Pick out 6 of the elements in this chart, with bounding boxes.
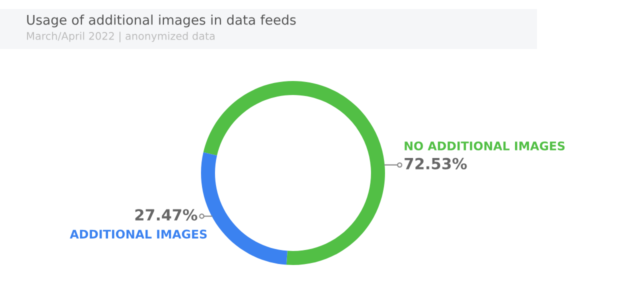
chart-subtitle: March/April 2022 | anonymized data xyxy=(27,32,214,42)
slice-label: ADDITIONAL IMAGES xyxy=(70,230,207,239)
slice-label: NO ADDITIONAL IMAGES xyxy=(404,141,565,150)
chart-title: Usage of additional images in data feeds xyxy=(27,14,296,28)
data-label: 72.53% xyxy=(404,158,467,170)
data-label: 27.47% xyxy=(135,209,198,221)
